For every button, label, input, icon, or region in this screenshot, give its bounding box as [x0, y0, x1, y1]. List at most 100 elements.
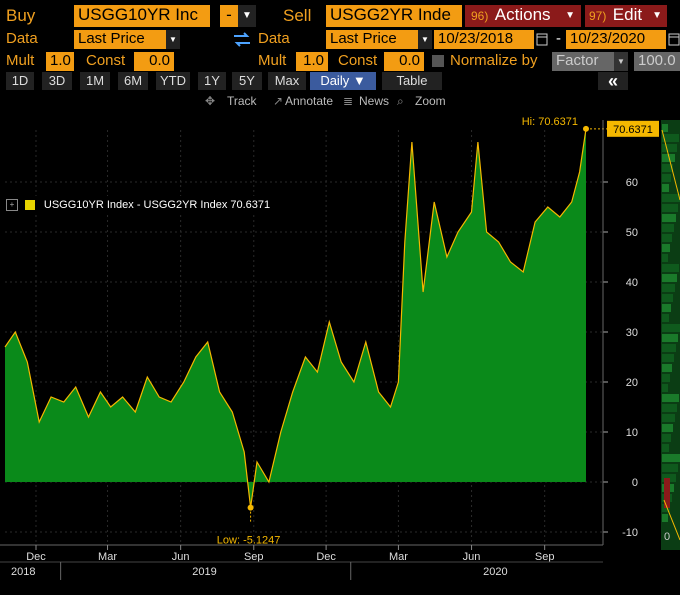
- y-axis: -10 0 10 20 30 40 50 60: [602, 120, 638, 545]
- side-panel-bar: [662, 324, 680, 332]
- data-field-left[interactable]: Last Price: [74, 30, 166, 49]
- sell-label: Sell: [283, 6, 312, 25]
- sell-security-input[interactable]: USGG2YR Inde: [326, 5, 462, 27]
- side-panel-zero-label: 0: [664, 531, 670, 543]
- side-panel-bar: [662, 304, 671, 312]
- zoom-button[interactable]: Zoom: [415, 94, 446, 108]
- y-tick-label: -10: [622, 527, 638, 539]
- x-tick-label: Sep: [244, 551, 264, 563]
- table-button[interactable]: Table: [382, 72, 442, 90]
- annotate-button[interactable]: Annotate: [285, 94, 334, 108]
- mult-field-left[interactable]: 1.0: [46, 52, 74, 71]
- normalize-factor-select[interactable]: Factor: [552, 52, 614, 71]
- side-panel-bar: [662, 284, 675, 292]
- low-marker[interactable]: [247, 504, 254, 511]
- side-panel: 0: [661, 120, 680, 550]
- data-label-right: Data: [258, 30, 290, 47]
- period-button-max[interactable]: Max: [268, 72, 306, 90]
- x-tick-label: Mar: [98, 551, 117, 563]
- buy-security-input[interactable]: USGG10YR Inc: [74, 5, 210, 27]
- period-button-1d[interactable]: 1D: [6, 72, 34, 90]
- side-panel-bar: [662, 424, 673, 432]
- x-tick-label: Jun: [172, 551, 190, 563]
- actions-menu-button[interactable]: 96) Actions ▼: [465, 5, 581, 27]
- side-panel-bar: [662, 124, 668, 132]
- last-value-label: 70.6371: [613, 124, 653, 136]
- side-panel-bar: [662, 264, 679, 272]
- track-button[interactable]: Track: [227, 94, 257, 108]
- mult-label-right: Mult: [258, 52, 287, 69]
- side-panel-bar: [662, 194, 680, 202]
- period-toolbar: 1D 3D 1M 6M YTD 1Y 5Y Max Daily ▼ Table …: [0, 72, 680, 92]
- side-panel-bar: [662, 434, 671, 442]
- side-panel-bar: [662, 374, 670, 382]
- edit-menu-button[interactable]: 97) Edit ▼: [585, 5, 667, 27]
- frequency-select[interactable]: Daily ▼: [310, 72, 376, 90]
- start-date-input[interactable]: 10/23/2018: [434, 30, 534, 49]
- x-year-label: 2019: [192, 566, 216, 578]
- y-tick-label: 50: [626, 227, 638, 239]
- legend-text: USGG10YR Index - USGG2YR Index 70.6371: [43, 198, 271, 211]
- zoom-icon[interactable]: ⌕: [397, 94, 404, 108]
- header-row: Buy USGG10YR Inc - ▼ Sell USGG2YR Inde 9…: [0, 3, 680, 29]
- side-panel-bar: [662, 204, 678, 212]
- period-button-1m[interactable]: 1M: [80, 72, 110, 90]
- annotate-icon[interactable]: ↗: [273, 94, 284, 108]
- actions-label: Actions: [494, 5, 551, 24]
- side-panel-bar: [662, 404, 677, 412]
- swap-icon[interactable]: [232, 30, 252, 49]
- news-button[interactable]: News: [359, 94, 390, 108]
- side-panel-bar: [662, 174, 671, 182]
- period-button-1y[interactable]: 1Y: [198, 72, 226, 90]
- date-separator: -: [556, 30, 561, 47]
- x-year-label: 2020: [483, 566, 507, 578]
- last-value-box: [607, 120, 659, 137]
- hi-marker[interactable]: [583, 125, 589, 132]
- chart-legend[interactable]: + USGG10YR Index - USGG2YR Index 70.6371: [6, 196, 271, 214]
- y-tick-label: 0: [632, 477, 638, 489]
- mult-field-right[interactable]: 1.0: [296, 52, 328, 71]
- data-field-right[interactable]: Last Price: [326, 30, 418, 49]
- series-area-fill: [5, 128, 586, 508]
- calendar-icon[interactable]: [536, 32, 548, 46]
- side-panel-line: [661, 129, 680, 201]
- calendar-icon-end[interactable]: [668, 32, 680, 46]
- x-tick-label: Sep: [535, 551, 555, 563]
- edit-number: 97): [589, 9, 607, 23]
- track-icon[interactable]: ✥: [205, 94, 216, 108]
- collapse-panel-icon[interactable]: «: [598, 72, 628, 90]
- side-panel-bar: [662, 184, 669, 192]
- edit-dropdown-icon: ▼: [652, 10, 662, 21]
- side-panel-bar: [662, 254, 668, 262]
- data-dropdown-right-icon[interactable]: ▼: [418, 30, 432, 49]
- const-field-left[interactable]: 0.0: [134, 52, 174, 71]
- side-panel-bar: [662, 414, 675, 422]
- data-label-left: Data: [6, 30, 38, 47]
- normalize-checkbox[interactable]: [432, 55, 444, 67]
- period-button-5y[interactable]: 5Y: [232, 72, 262, 90]
- normalize-factor-value[interactable]: 100.0: [634, 52, 680, 71]
- period-button-3d[interactable]: 3D: [42, 72, 72, 90]
- side-panel-bar: [662, 454, 680, 462]
- const-label-left: Const: [86, 52, 126, 69]
- chart-area[interactable]: Hi: 70.6371 70.6371 Low: -5.1247 -10 0 10 20 3…: [0, 110, 680, 595]
- side-panel-bar: [662, 144, 677, 152]
- side-panel-bar-negative: [664, 478, 670, 508]
- x-tick-label: Jun: [463, 551, 481, 563]
- side-panel-bar: [662, 394, 679, 402]
- factor-dropdown-icon[interactable]: ▼: [614, 52, 628, 71]
- operator-dropdown-icon[interactable]: ▼: [238, 5, 256, 27]
- period-button-6m[interactable]: 6M: [118, 72, 148, 90]
- period-button-ytd[interactable]: YTD: [156, 72, 190, 90]
- legend-expand-icon[interactable]: +: [6, 198, 18, 211]
- actions-number: 96): [471, 9, 489, 23]
- data-dropdown-left-icon[interactable]: ▼: [166, 30, 180, 49]
- hi-label: Hi: 70.6371: [522, 116, 578, 128]
- news-icon[interactable]: ≣: [343, 94, 354, 108]
- series-line[interactable]: [4, 128, 587, 508]
- side-panel-bar: [662, 234, 672, 242]
- operator-select[interactable]: -: [220, 5, 238, 27]
- end-date-input[interactable]: 10/23/2020: [566, 30, 666, 49]
- side-panel-bar: [662, 344, 676, 352]
- const-field-right[interactable]: 0.0: [384, 52, 424, 71]
